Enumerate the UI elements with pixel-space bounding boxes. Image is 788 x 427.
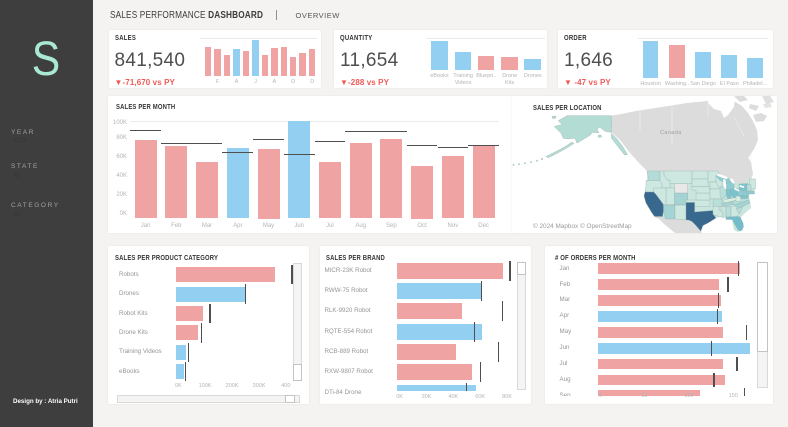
svg-text:Canada: Canada: [660, 130, 682, 136]
